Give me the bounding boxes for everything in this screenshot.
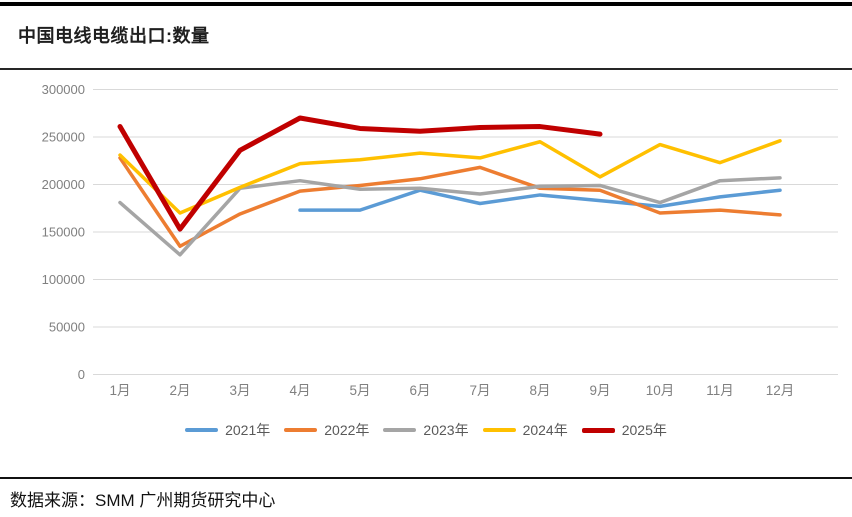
x-axis-label: 5月: [349, 383, 370, 398]
y-axis-label: 50000: [49, 320, 85, 335]
legend-item-2023年: 2023年: [383, 420, 469, 440]
legend: 2021年 2022年 2023年 2024年 2025年: [0, 420, 852, 440]
y-axis-label: 0: [78, 367, 85, 382]
x-axis-label: 1月: [109, 383, 130, 398]
footer-divider: [0, 477, 852, 479]
legend-label-2022年: 2022年: [324, 422, 370, 438]
y-axis-label: 200000: [42, 177, 85, 192]
legend-label-2024年: 2024年: [522, 422, 568, 438]
series-line-2025年: [117, 115, 603, 232]
y-axis-label: 250000: [42, 130, 85, 145]
x-axis-label: 7月: [469, 383, 490, 398]
x-axis-label: 8月: [529, 383, 550, 398]
legend-item-2021年: 2021年: [185, 420, 270, 440]
x-axis-label: 3月: [229, 383, 250, 398]
data-source-label: 数据来源：SMM 广州期货研究中心: [10, 491, 276, 510]
legend-item-2024年: 2024年: [482, 420, 568, 440]
y-axis-label: 300000: [42, 82, 85, 97]
legend-label-2021年: 2021年: [225, 422, 271, 438]
series-line-2024年: [118, 139, 782, 215]
chart-area: 0 50000 100000 150000 200000 250000 300000 1月 2月…: [0, 73, 852, 410]
x-axis-label: 6月: [409, 383, 430, 398]
line-chart: 0 50000 100000 150000 200000 250000 300000 1月 2月…: [42, 82, 838, 398]
x-axis-label: 11月: [706, 383, 734, 398]
x-axis-label: 2月: [169, 383, 190, 398]
legend-swatch-2021年: [185, 428, 219, 432]
legend-swatch-2024年: [482, 428, 516, 432]
legend-swatch-2025年: [581, 427, 615, 433]
x-axis-label: 12月: [766, 383, 795, 398]
legend-item-2022年: 2022年: [284, 420, 369, 440]
legend-swatch-2022年: [284, 428, 318, 432]
y-axis-label: 150000: [42, 225, 85, 240]
top-border: [0, 2, 852, 6]
legend-label-2023年: 2023年: [423, 422, 469, 438]
x-axis-label: 9月: [589, 383, 610, 398]
legend-item-2025年: 2025年: [581, 420, 667, 440]
x-axis-label: 10月: [646, 383, 675, 398]
x-axis-label: 4月: [289, 383, 310, 398]
series-line-2023年: [118, 176, 782, 257]
title-divider: [0, 68, 852, 70]
legend-swatch-2023年: [383, 428, 417, 432]
chart-title: 中国电线电缆出口:数量: [18, 26, 210, 46]
y-axis-label: 100000: [42, 272, 85, 287]
series-line-2021年: [298, 188, 782, 212]
legend-label-2025年: 2025年: [621, 422, 667, 438]
series-line-2022年: [118, 156, 782, 248]
